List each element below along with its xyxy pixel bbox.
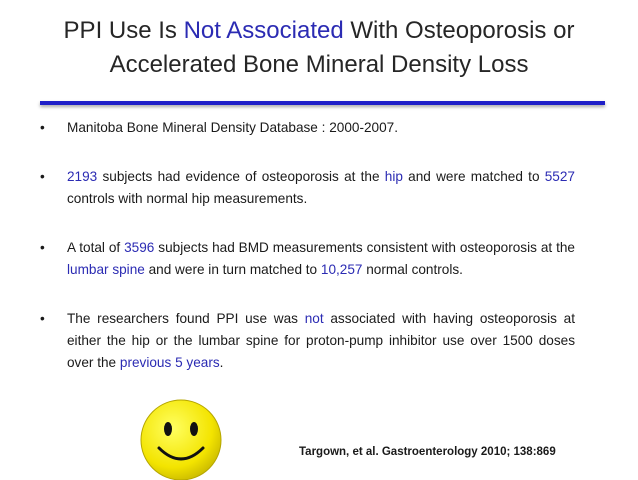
text-run: controls with normal hip measurements. [67,191,308,206]
text-run: and were in turn matched to [144,262,321,277]
text-run: and were matched to [402,169,545,184]
bullet: • The researchers found PPI use was not a… [40,308,575,374]
text-run: . [219,355,224,370]
smiley-icon [140,399,222,480]
text-run: Manitoba Bone Mineral Density Database :… [67,120,398,135]
title-line: PPI Use Is Not Associated With Osteoporo… [20,14,618,48]
title-rule [40,101,605,105]
text-run: With Osteoporosis or [343,17,575,44]
text-run: previous 5 years [119,355,220,370]
text-run: subjects had BMD measurements consistent… [154,240,575,255]
bullet: • Manitoba Bone Mineral Density Database … [40,117,575,139]
bullet-list: • Manitoba Bone Mineral Density Database … [40,117,575,401]
text-run: subjects had evidence of osteoporosis at… [97,169,385,184]
title-line: Accelerated Bone Mineral Density Loss [20,48,618,82]
bullet-symbol: • [40,311,45,326]
citation: Targown, et al. Gastroenterology 2010; 1… [299,446,556,458]
text-run: PPI Use Is [63,17,184,44]
text-run: A total of [67,240,125,255]
text-run: Not Associated [183,17,344,44]
text-run: lumbar spine [67,262,145,277]
text-run: 2193 [67,169,98,184]
text-run: associated with having osteoporosis at e… [67,311,575,370]
slide-title: PPI Use Is Not Associated With Osteoporo… [20,14,618,82]
text-run: hip [384,169,403,184]
text-run: 3596 [124,240,155,255]
text-run: 5527 [544,169,575,184]
bullet-symbol: • [40,120,45,135]
text-run: The researchers found PPI use was [67,311,305,326]
text-run: Accelerated Bone Mineral Density Loss [109,51,529,78]
bullet-symbol: • [40,240,45,255]
bullet: • 2193 subjects had evidence of osteoporo… [40,166,575,210]
bullet: • A total of 3596 subjects had BMD measur… [40,237,575,281]
bullet-symbol: • [40,169,45,184]
text-run: 10,257 [320,262,363,277]
text-run: not [304,311,324,326]
text-run: normal controls. [362,262,463,277]
